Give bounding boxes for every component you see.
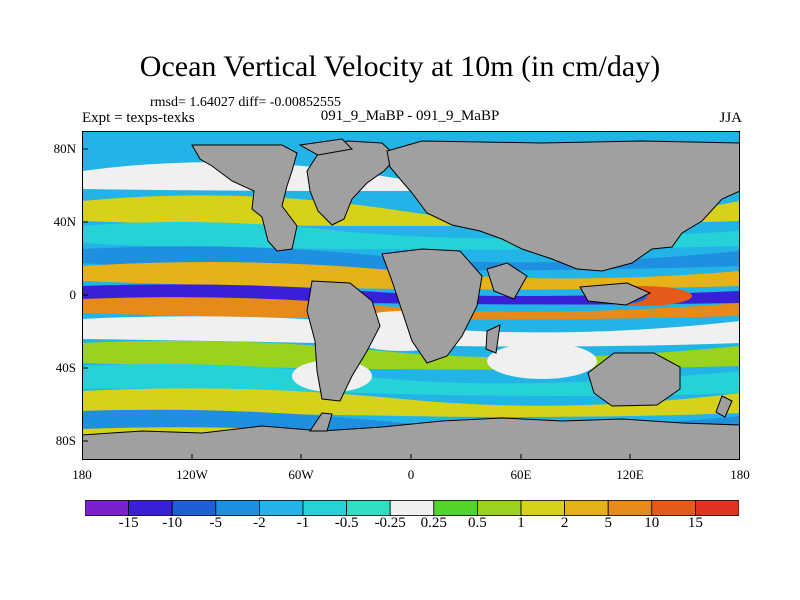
map-plot	[82, 131, 740, 460]
colorbar-label: 5	[604, 515, 612, 531]
colorbar-label: -1	[296, 515, 310, 531]
colorbar-swatch	[302, 500, 347, 516]
colorbar-swatch	[171, 500, 217, 516]
colorbar	[85, 500, 739, 516]
land-masses	[82, 138, 740, 460]
axis-ticks	[82, 148, 631, 460]
season-label: JJA	[719, 110, 742, 126]
y-tick-label: 80S	[55, 433, 76, 448]
arctic-islands	[298, 138, 354, 156]
colorbar-label: -10	[162, 515, 183, 531]
colorbar-swatch	[433, 500, 478, 516]
colorbar-label: -0.5	[334, 515, 359, 531]
colorbar-label: -15	[118, 515, 139, 531]
eurasia	[386, 140, 740, 272]
y-tick-label: 40S	[55, 360, 76, 375]
colorbar-swatch	[476, 500, 522, 516]
y-tick-label: 40N	[53, 214, 76, 229]
colorbar-swatch	[346, 500, 391, 516]
colorbar-swatch	[651, 500, 696, 516]
colorbar-swatch	[607, 500, 653, 516]
x-tick-label: 60W	[288, 467, 314, 482]
stats-text: rmsd= 1.64027 diff= -0.00852555	[150, 95, 341, 110]
antarctic-peninsula	[309, 412, 333, 432]
comparison-label: 091_9_MaBP - 091_9_MaBP	[320, 108, 500, 124]
indonesia	[579, 282, 652, 306]
colorbar-label: 0.25	[420, 515, 447, 531]
colorbar-label: -0.25	[374, 515, 406, 531]
africa	[381, 248, 483, 364]
australia	[587, 352, 681, 407]
colorbar-label: 0.5	[468, 515, 487, 531]
colorbar-label: 10	[644, 515, 660, 531]
x-tick-label: 120W	[176, 467, 208, 482]
south-america	[306, 280, 381, 402]
colorbar-label: -2	[253, 515, 266, 531]
colorbar-swatch	[128, 500, 173, 516]
colorbar-label: 1	[517, 515, 525, 531]
colorbar-swatch	[695, 500, 739, 516]
colorbar-swatch	[564, 500, 609, 516]
new-zealand	[715, 395, 733, 418]
x-tick-label: 120E	[616, 467, 644, 482]
greenland	[306, 140, 398, 226]
colorbar-label: -5	[209, 515, 223, 531]
x-tick-label: 180	[730, 467, 750, 482]
colorbar-swatch	[520, 500, 565, 516]
arabia	[486, 262, 528, 300]
x-tick-label: 0	[407, 467, 415, 482]
madagascar	[485, 324, 501, 354]
colorbar-label: 2	[560, 515, 569, 531]
plot-title: Ocean Vertical Velocity at 10m (in cm/da…	[139, 50, 661, 83]
colorbar-swatch	[258, 500, 304, 516]
north-america	[191, 144, 298, 252]
x-tick-label: 180	[72, 467, 92, 482]
antarctica	[82, 417, 740, 460]
colorbar-swatch	[215, 500, 260, 516]
y-tick-label: 0	[69, 287, 77, 302]
y-tick-label: 80N	[53, 141, 76, 156]
experiment-label: Expt = texps-texks	[82, 110, 195, 126]
x-tick-label: 60E	[510, 467, 532, 482]
colorbar-label: 15	[687, 515, 703, 531]
colorbar-swatch	[389, 500, 435, 516]
colorbar-swatch	[85, 500, 129, 516]
